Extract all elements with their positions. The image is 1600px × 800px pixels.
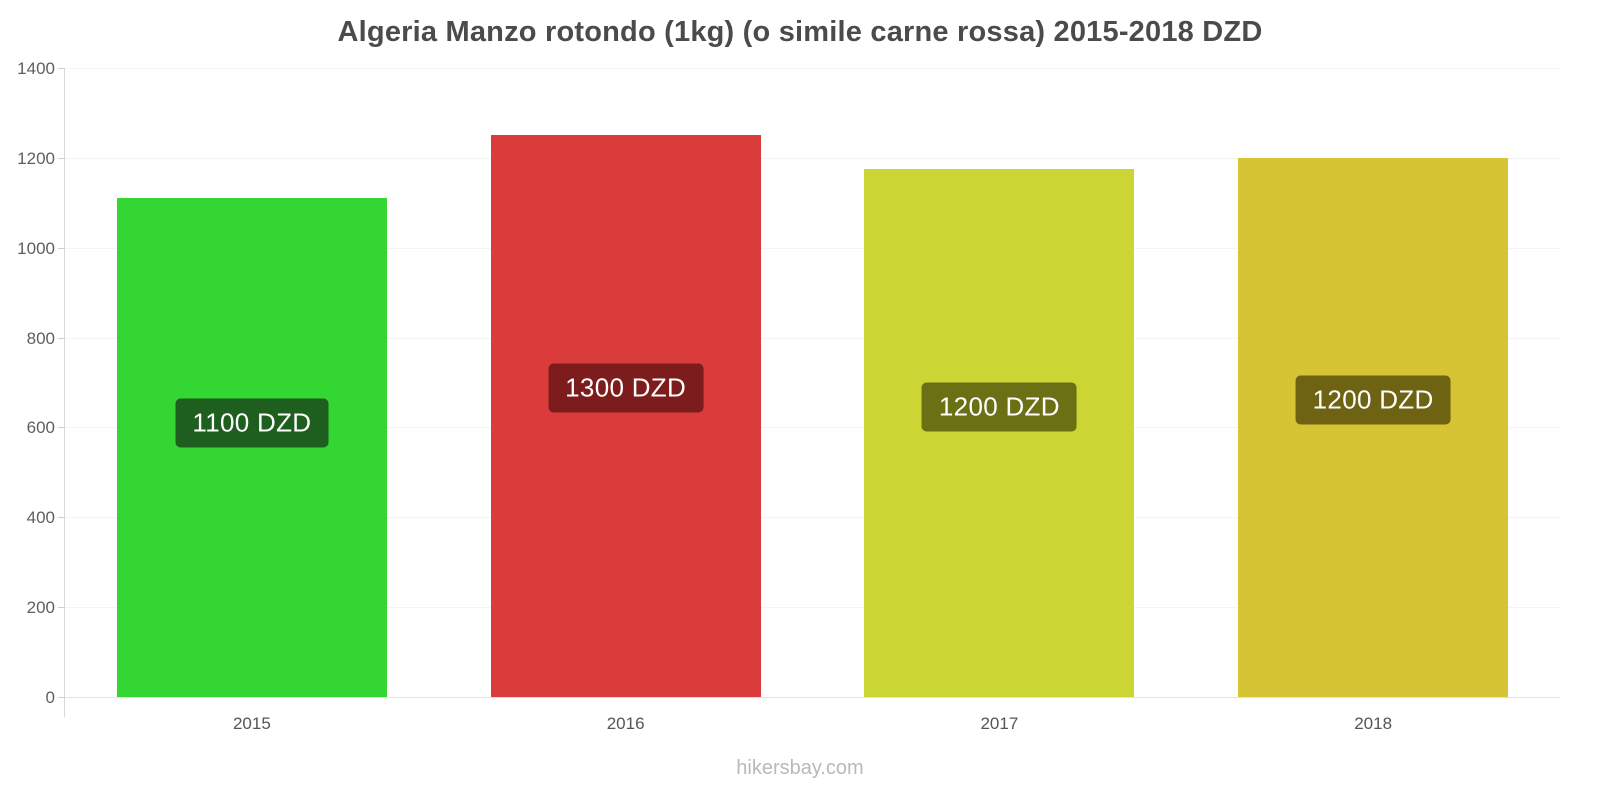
bar-value-label-2018: 1200 DZD [1295, 375, 1451, 425]
bar-value-label-2017: 1200 DZD [921, 382, 1077, 432]
bar-value-label-2015: 1100 DZD [175, 398, 329, 448]
y-axis-line [64, 68, 65, 717]
bar-2016[interactable]: 1300 DZD [490, 135, 761, 697]
gridline-800 [65, 337, 1560, 339]
y-axis-tick-label: 0 [45, 688, 55, 707]
y-axis-tick-label: 200 [26, 598, 55, 618]
gridline-600 [65, 427, 1560, 429]
y-axis-tick-label: 1200 [17, 148, 55, 168]
y-axis-tick-mark [58, 517, 65, 519]
y-axis-tick-label: 400 [26, 508, 55, 528]
bar-2017[interactable]: 1200 DZD [864, 169, 1135, 697]
footer-watermark: hikersbay.com [736, 757, 864, 779]
gridline-1200 [65, 157, 1560, 159]
y-axis-tick-label: 600 [26, 418, 55, 438]
chart-title: Algeria Manzo rotondo (1kg) (o simile ca… [337, 16, 1263, 48]
bar-2018[interactable]: 1200 DZD [1238, 157, 1509, 697]
x-axis-label-2017: 2017 [980, 714, 1019, 733]
gridline-200 [65, 607, 1560, 609]
gridline-1000 [65, 247, 1560, 249]
bar-2015[interactable]: 1100 DZD [116, 198, 387, 697]
y-axis-tick-mark [58, 157, 65, 159]
bar-value-label-2016: 1300 DZD [548, 363, 704, 413]
y-axis-tick-mark [58, 68, 65, 69]
y-axis-tick-mark [58, 607, 65, 609]
y-axis-tick-mark [58, 337, 65, 339]
gridline-1400 [65, 68, 1560, 69]
gridline-0 [65, 697, 1560, 698]
x-axis-label-2016: 2016 [606, 714, 645, 733]
y-axis-tick-mark [58, 427, 65, 429]
y-axis-tick-mark [58, 697, 65, 698]
y-axis-tick-mark [58, 247, 65, 249]
plot-area: 0 200 400 600 800 1000 1200 1400 1100 DZD 2015 130… [17, 59, 1560, 733]
y-axis-tick-label: 1000 [17, 238, 55, 258]
x-axis-label-2018: 2018 [1354, 714, 1393, 733]
y-axis-tick-label: 800 [26, 328, 55, 348]
x-axis-label-2015: 2015 [232, 714, 271, 733]
gridline-400 [65, 517, 1560, 519]
y-axis-tick-label: 1400 [17, 59, 55, 78]
